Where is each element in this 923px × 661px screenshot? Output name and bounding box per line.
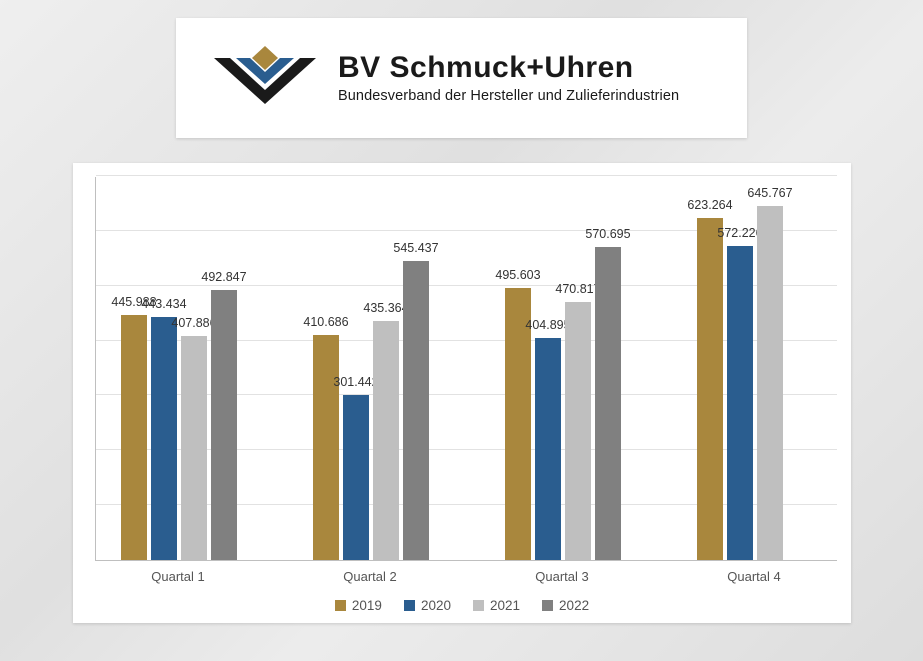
legend-label: 2021 bbox=[490, 598, 520, 613]
bar-value-label: 410.686 bbox=[286, 315, 366, 329]
legend: 2019 2020 2021 2022 bbox=[73, 598, 851, 613]
gridline bbox=[96, 175, 837, 176]
bar-value-label: 645.767 bbox=[730, 186, 810, 200]
bar bbox=[595, 247, 621, 560]
bar bbox=[121, 315, 147, 560]
bar bbox=[565, 302, 591, 560]
logo-text: BV Schmuck+Uhren Bundesverband der Herst… bbox=[338, 52, 679, 104]
bar bbox=[151, 317, 177, 560]
category-label: Quartal 3 bbox=[535, 569, 588, 584]
legend-label: 2020 bbox=[421, 598, 451, 613]
chart-box: 445.988443.434407.886492.847410.686301.4… bbox=[73, 163, 851, 623]
bar-value-label: 495.603 bbox=[478, 268, 558, 282]
bar bbox=[373, 321, 399, 560]
category-label: Quartal 1 bbox=[151, 569, 204, 584]
bar bbox=[313, 335, 339, 560]
logo-title: BV Schmuck+Uhren bbox=[338, 52, 679, 84]
gridline bbox=[96, 504, 837, 505]
category-label: Quartal 4 bbox=[727, 569, 780, 584]
legend-item: 2020 bbox=[404, 598, 451, 613]
bar bbox=[535, 338, 561, 560]
bar-value-label: 570.695 bbox=[568, 227, 648, 241]
bar-value-label: 492.847 bbox=[184, 270, 264, 284]
bar bbox=[727, 246, 753, 560]
legend-item: 2022 bbox=[542, 598, 589, 613]
gridline bbox=[96, 394, 837, 395]
plot-area: 445.988443.434407.886492.847410.686301.4… bbox=[95, 177, 837, 561]
bar bbox=[697, 218, 723, 560]
legend-label: 2022 bbox=[559, 598, 589, 613]
legend-swatch bbox=[473, 600, 484, 611]
logo-mark-icon bbox=[210, 38, 320, 118]
logo-box: BV Schmuck+Uhren Bundesverband der Herst… bbox=[176, 18, 747, 138]
bar bbox=[403, 261, 429, 560]
gridline bbox=[96, 449, 837, 450]
legend-swatch bbox=[542, 600, 553, 611]
bar-value-label: 623.264 bbox=[670, 198, 750, 212]
bar-value-label: 443.434 bbox=[124, 297, 204, 311]
category-label: Quartal 2 bbox=[343, 569, 396, 584]
legend-label: 2019 bbox=[352, 598, 382, 613]
logo-subtitle: Bundesverband der Hersteller und Zuliefe… bbox=[338, 88, 679, 104]
bar-value-label: 545.437 bbox=[376, 241, 456, 255]
bar bbox=[343, 395, 369, 560]
legend-item: 2019 bbox=[335, 598, 382, 613]
legend-item: 2021 bbox=[473, 598, 520, 613]
legend-swatch bbox=[404, 600, 415, 611]
gridline bbox=[96, 285, 837, 286]
legend-swatch bbox=[335, 600, 346, 611]
gridline bbox=[96, 340, 837, 341]
bar bbox=[181, 336, 207, 560]
bar bbox=[757, 206, 783, 560]
bar bbox=[211, 290, 237, 560]
